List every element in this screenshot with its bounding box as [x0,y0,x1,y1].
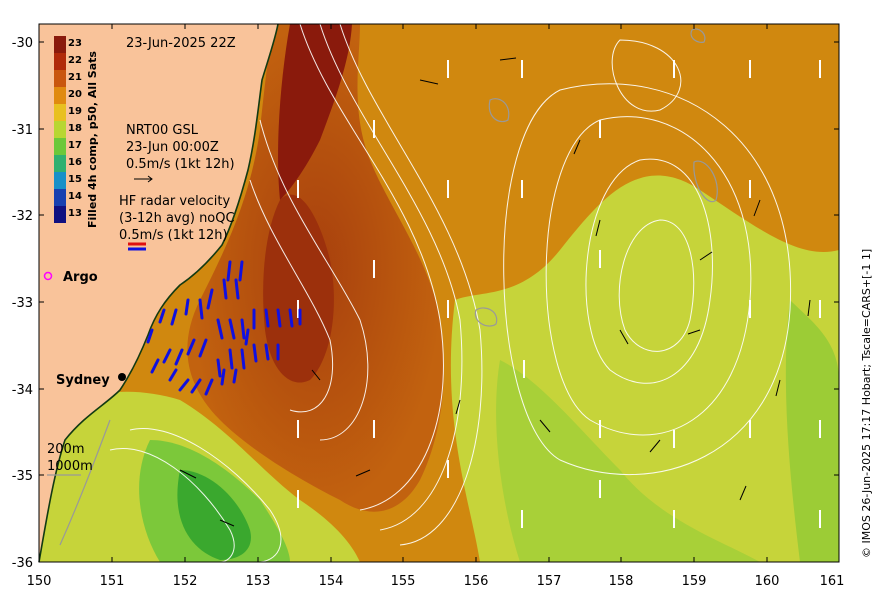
gsl-legend: NRT00 GSL 23-Jun 00:00Z 0.5m/s (1kt 12h) [126,123,235,183]
colorbar-swatch [54,189,66,206]
colorbar-title: Filled 4h comp, p50, All Sats [86,51,99,228]
land-mass [39,24,278,562]
x-tick-label: 152 [173,574,198,589]
colorbar-swatch [54,138,66,155]
x-axis-labels: 150 151 152 153 154 155 156 157 158 159 … [27,574,845,589]
colorbar-swatch [54,36,66,53]
colorbar-tick-label: 16 [68,157,82,168]
x-tick-label: 161 [820,574,845,589]
hf-radar-arrows [146,260,302,396]
y-tick-label: -36 [12,556,33,571]
argo-marker: Argo [43,270,98,285]
x-tick-label: 160 [755,574,780,589]
colorbar-swatch [54,206,66,223]
x-tick-label: 156 [464,574,489,589]
x-tick-label: 154 [319,574,344,589]
colorbar-tick-label: 15 [68,174,82,185]
x-axis-marks [38,24,840,562]
y-tick-label: -35 [12,469,33,484]
hf-legend-line: HF radar velocity [119,194,231,209]
colorbar-swatch [54,172,66,189]
black-velocity-arrows [179,57,811,527]
colorbar-tick-label: 23 [68,38,82,49]
x-tick-label: 155 [391,574,416,589]
cool-water-east-2 [496,360,760,562]
depth-contour-legend: 200m 1000m [47,442,93,476]
sydney-label: Sydney [56,373,110,388]
y-tick-label: -34 [12,383,33,398]
argo-circle-icon [43,271,53,281]
gray-contours [59,28,718,546]
cool-water-far-east [785,300,839,562]
colorbar-swatch [54,104,66,121]
colorbar-swatch [54,87,66,104]
colorbar-swatch [54,121,66,138]
y-axis-marks [39,41,839,563]
date-label: 23-Jun-2025 22Z [126,36,236,51]
x-tick-label: 159 [682,574,707,589]
contour-1000-label: 1000m [47,459,93,474]
colorbar-tick-label: 20 [68,89,82,100]
sydney-marker: Sydney [56,373,126,388]
colorbar-swatch [54,155,66,172]
credit-text: © IMOS 26-Jun-2025 17:17 Hobart; Tscale=… [860,249,873,558]
y-axis-labels: -30 -31 -32 -33 -34 -35 -36 [12,36,33,571]
warm-core [278,24,352,200]
white-velocity-arrows [297,60,821,528]
hf-legend: HF radar velocity (3-12h avg) noQC 0.5m/… [119,194,235,251]
warm-inner [263,194,334,383]
colorbar: 23 22 21 20 19 18 17 16 15 14 13 Filled … [54,36,99,228]
contour-200-label: 200m [47,442,84,457]
x-tick-label: 153 [246,574,271,589]
gsl-legend-line: 0.5m/s (1kt 12h) [126,157,235,172]
x-tick-label: 151 [100,574,125,589]
x-tick-label: 150 [27,574,52,589]
colorbar-tick-label: 21 [68,72,82,83]
plot-frame [38,23,840,563]
y-tick-label: -33 [12,296,33,311]
streamlines [109,24,792,562]
argo-label: Argo [63,270,98,285]
colorbar-tick-label: 17 [68,140,82,151]
coastline [38,23,279,563]
hf-legend-line: 0.5m/s (1kt 12h) [119,228,228,243]
gsl-legend-line: NRT00 GSL [126,123,199,138]
y-tick-label: -32 [12,209,33,224]
colorbar-tick-label: 14 [68,191,82,202]
colorbar-tick-label: 22 [68,55,82,66]
hf-legend-line: (3-12h avg) noQC [119,211,235,226]
x-tick-label: 158 [609,574,634,589]
colorbar-tick-label: 18 [68,123,82,134]
x-tick-label: 157 [537,574,562,589]
colorbar-tick-label: 13 [68,208,82,219]
colorbar-swatch [54,53,66,70]
colorbar-swatch [54,70,66,87]
sydney-dot-icon [118,373,126,381]
y-tick-label: -31 [12,123,33,138]
plot-area [39,24,839,562]
gsl-scale-arrow [134,175,153,183]
y-tick-label: -30 [12,36,33,51]
gsl-legend-line: 23-Jun 00:00Z [126,140,219,155]
colorbar-tick-label: 19 [68,106,82,117]
